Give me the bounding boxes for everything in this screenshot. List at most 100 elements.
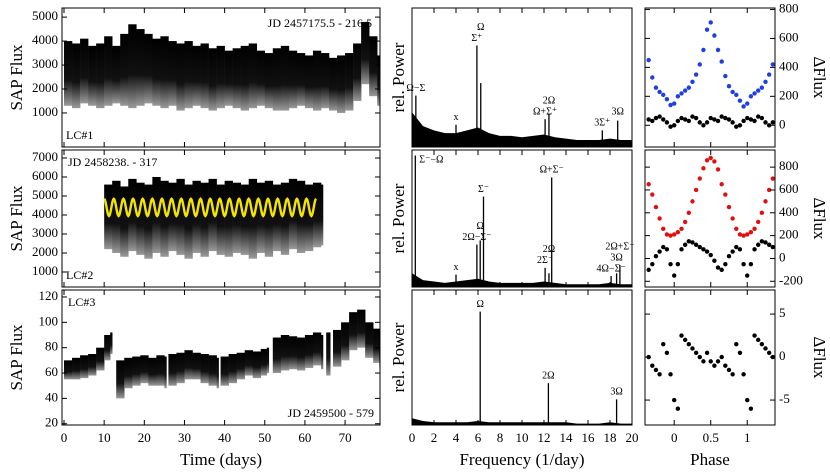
y-axis-title: SAP Flux — [7, 185, 26, 251]
panel: -200 0 200 400 600 800 ΔFlux — [644, 149, 829, 288]
y-tick-label: 7000 — [32, 149, 58, 164]
flux-range — [88, 45, 97, 106]
phase-point — [766, 187, 772, 193]
peak-label: Ω+Σ⁺ — [533, 106, 557, 117]
phase-point — [748, 117, 754, 122]
flux-range — [64, 360, 73, 380]
y-tick-label: 600 — [779, 29, 799, 44]
y-tick-label: 2000 — [32, 80, 58, 95]
phase-point — [719, 114, 724, 119]
peak-label: x — [454, 262, 459, 273]
phase-point — [704, 158, 710, 163]
y-tick-label: 1000 — [32, 104, 58, 119]
phase-point — [766, 350, 772, 355]
panel: 0 0.5 1 -5 0 5 ΔFlux Phase — [644, 289, 829, 469]
phase-point — [741, 118, 746, 124]
flux-range — [64, 41, 73, 106]
flux-range — [144, 184, 153, 259]
flux-range — [200, 182, 209, 257]
phase-point — [661, 341, 666, 347]
phase-point — [686, 210, 692, 215]
phase-point — [752, 91, 757, 96]
phase-point — [664, 247, 670, 252]
x-tick-label: 50 — [258, 430, 271, 445]
flux-range — [104, 36, 113, 106]
flux-range — [148, 357, 157, 386]
phase-point — [690, 199, 695, 204]
flux-range — [244, 350, 254, 376]
x-tick-label: 8 — [497, 430, 504, 445]
phase-point — [737, 350, 743, 355]
phase-point — [730, 120, 735, 125]
flux-range — [296, 53, 306, 106]
y-tick-label: 2000 — [32, 244, 58, 259]
phase-point — [679, 333, 684, 338]
flux-range — [72, 43, 81, 109]
peak-label: x — [454, 112, 459, 123]
phase-point — [726, 117, 732, 122]
phase-point — [723, 261, 728, 267]
plot-area — [103, 176, 324, 259]
phase-point — [759, 85, 765, 90]
annotation: JD 2457175.5 - 216.5 — [268, 16, 372, 30]
phase-point — [708, 155, 713, 161]
flux-range — [208, 48, 217, 111]
flux-range — [208, 355, 217, 386]
annotation: LC#2 — [66, 268, 93, 282]
x-axis-title: Phase — [690, 450, 730, 469]
peak-label: 3Ω — [611, 107, 623, 118]
flux-range — [357, 309, 366, 348]
phase-point — [719, 267, 724, 273]
y-tick-label: 60 — [45, 364, 58, 379]
peak-label: 2Ω−Σ⁻ — [462, 232, 491, 243]
x-tick-label: 12 — [538, 430, 551, 445]
phase-point — [664, 97, 670, 102]
y-tick-label: 5000 — [32, 187, 58, 202]
flux-range — [72, 357, 81, 380]
phase-point — [653, 204, 659, 210]
y-tick-label: 5 — [779, 305, 786, 320]
phase-point — [693, 350, 699, 355]
phase-point — [748, 230, 754, 235]
phase-point — [653, 367, 659, 373]
phase-point — [737, 98, 743, 103]
phase-point — [661, 226, 666, 231]
y-tick-label: 0 — [779, 116, 786, 131]
phase-point — [741, 233, 746, 238]
phase-point — [672, 101, 677, 106]
flux-range — [164, 356, 167, 389]
phase-point — [679, 226, 684, 231]
phase-point — [723, 192, 728, 197]
phase-point — [730, 89, 735, 95]
phase-point — [697, 354, 702, 360]
panel-frame — [61, 289, 381, 426]
phase-point — [745, 115, 750, 121]
annotation: JD 2458238. - 317 — [68, 155, 157, 169]
panel: 1000 2000 3000 4000 5000 SAP Flux JD 2457175.5… — [7, 7, 381, 148]
phase-point — [759, 341, 765, 347]
phase-point — [745, 232, 750, 237]
phase-point — [770, 176, 775, 181]
phase-point — [693, 187, 699, 193]
x-tick-label: 0 — [409, 430, 416, 445]
phase-point — [766, 242, 772, 247]
peak-label: 3Σ⁺ — [594, 118, 610, 129]
x-tick-label: 0 — [671, 430, 678, 445]
flux-range — [312, 182, 322, 248]
flux-range — [329, 57, 338, 111]
phase-point — [661, 244, 666, 250]
phase-point — [701, 123, 706, 128]
panel-frame — [644, 149, 776, 288]
phase-point — [759, 115, 765, 121]
phase-point — [748, 261, 754, 267]
phase-point — [734, 341, 739, 347]
phase-point — [657, 89, 662, 95]
y-tick-label: 6000 — [32, 168, 58, 183]
flux-range — [224, 50, 233, 106]
phase-point — [730, 216, 735, 221]
peak-label: 3Ω — [610, 252, 622, 263]
phase-point — [766, 123, 772, 128]
panel: Ω 2Ω 3Ω 0 2 4 6 8 10 12 14 16 18 20 rel. Power Frequenc… — [389, 289, 639, 469]
